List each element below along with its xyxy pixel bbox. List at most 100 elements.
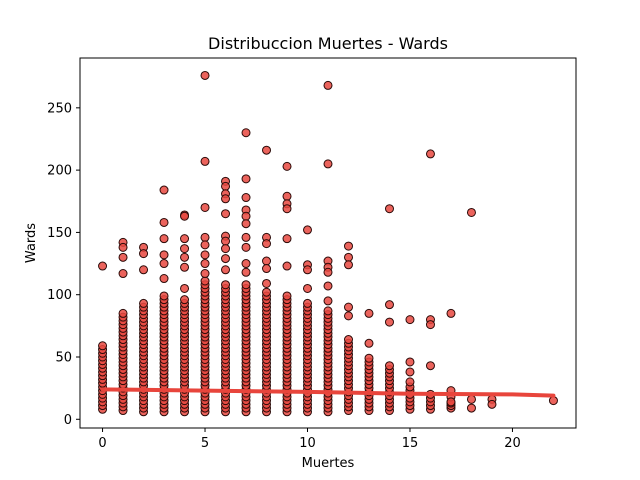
data-point bbox=[159, 250, 169, 260]
data-point bbox=[282, 191, 292, 201]
data-point bbox=[180, 295, 190, 305]
data-point bbox=[200, 232, 210, 242]
data-point bbox=[180, 283, 190, 293]
data-point bbox=[241, 211, 251, 221]
data-point bbox=[323, 306, 333, 316]
data-point bbox=[180, 244, 190, 254]
data-point bbox=[344, 302, 353, 312]
data-point bbox=[323, 296, 333, 306]
data-point bbox=[344, 311, 353, 321]
data-point bbox=[262, 278, 272, 288]
data-point bbox=[303, 283, 312, 293]
data-point bbox=[241, 219, 251, 229]
data-point bbox=[344, 241, 353, 251]
trend-line bbox=[100, 387, 556, 398]
data-point bbox=[118, 242, 128, 252]
x-axis-label: Muertes bbox=[302, 456, 355, 471]
data-point bbox=[405, 357, 415, 367]
data-point bbox=[241, 259, 251, 269]
data-point bbox=[303, 225, 312, 235]
data-point bbox=[139, 298, 149, 308]
data-point bbox=[98, 261, 108, 271]
data-point bbox=[344, 260, 353, 270]
data-point bbox=[323, 80, 333, 90]
data-point bbox=[118, 252, 128, 262]
data-point bbox=[241, 174, 251, 184]
data-point bbox=[241, 193, 251, 203]
data-point bbox=[384, 204, 394, 214]
data-point bbox=[364, 338, 374, 348]
data-point bbox=[221, 194, 231, 204]
data-point bbox=[200, 202, 210, 212]
data-point bbox=[159, 234, 169, 244]
data-point bbox=[159, 185, 169, 195]
data-point bbox=[446, 308, 456, 318]
data-point bbox=[384, 300, 394, 310]
y-tick-label: 50 bbox=[55, 350, 72, 365]
data-point bbox=[487, 399, 497, 409]
data-point bbox=[323, 281, 333, 291]
data-point bbox=[159, 259, 169, 269]
y-tick-label: 0 bbox=[64, 413, 72, 428]
data-point bbox=[139, 265, 149, 275]
data-point bbox=[282, 204, 292, 214]
data-point bbox=[282, 291, 292, 301]
data-point bbox=[303, 265, 312, 275]
data-point bbox=[466, 394, 476, 404]
data-point bbox=[200, 269, 210, 279]
data-point bbox=[200, 259, 210, 269]
data-point bbox=[241, 242, 251, 252]
data-point bbox=[364, 308, 374, 318]
data-point bbox=[241, 128, 251, 138]
data-point bbox=[221, 254, 231, 264]
data-point bbox=[344, 335, 353, 345]
data-point bbox=[221, 236, 231, 246]
chart-title: Distribuccion Muertes - Wards bbox=[208, 34, 448, 53]
y-axis: 0 50 100 150 200 250 bbox=[47, 101, 80, 428]
data-point bbox=[159, 217, 169, 227]
data-point bbox=[200, 250, 210, 260]
y-tick-label: 200 bbox=[47, 164, 72, 179]
data-point bbox=[384, 317, 394, 327]
data-point bbox=[262, 256, 272, 266]
data-point bbox=[159, 291, 169, 301]
y-axis-label: Wards bbox=[24, 223, 39, 263]
data-point bbox=[548, 396, 558, 406]
data-point bbox=[262, 287, 272, 297]
y-tick-label: 250 bbox=[47, 101, 72, 116]
data-point bbox=[180, 211, 190, 221]
data-point bbox=[241, 267, 251, 277]
data-point bbox=[405, 367, 415, 377]
data-point bbox=[180, 262, 190, 272]
plot-frame bbox=[79, 57, 577, 429]
data-point bbox=[118, 308, 128, 318]
y-tick-label: 100 bbox=[47, 288, 72, 303]
data-point bbox=[466, 207, 476, 217]
data-point bbox=[200, 240, 210, 250]
data-point bbox=[180, 234, 190, 244]
data-point bbox=[425, 149, 435, 159]
data-point bbox=[221, 181, 231, 191]
data-point bbox=[241, 232, 251, 242]
data-point bbox=[200, 70, 210, 80]
data-point bbox=[364, 353, 374, 363]
data-point bbox=[384, 361, 394, 371]
data-point bbox=[282, 161, 292, 171]
x-tick-label: 10 bbox=[299, 436, 316, 451]
data-point bbox=[221, 265, 231, 275]
x-tick-label: 0 bbox=[98, 436, 106, 451]
data-point bbox=[344, 252, 353, 262]
y-tick-label: 150 bbox=[47, 226, 72, 241]
data-point bbox=[446, 397, 456, 407]
data-point bbox=[262, 145, 272, 155]
x-tick-label: 5 bbox=[201, 436, 209, 451]
data-point bbox=[262, 264, 272, 274]
data-point bbox=[405, 377, 415, 387]
data-point bbox=[303, 298, 312, 308]
x-axis: 0 5 10 15 20 bbox=[98, 428, 521, 451]
data-point bbox=[98, 341, 108, 351]
data-point bbox=[405, 315, 415, 325]
trend-line-layer bbox=[100, 387, 556, 398]
data-point bbox=[466, 403, 476, 413]
data-point bbox=[139, 249, 149, 259]
